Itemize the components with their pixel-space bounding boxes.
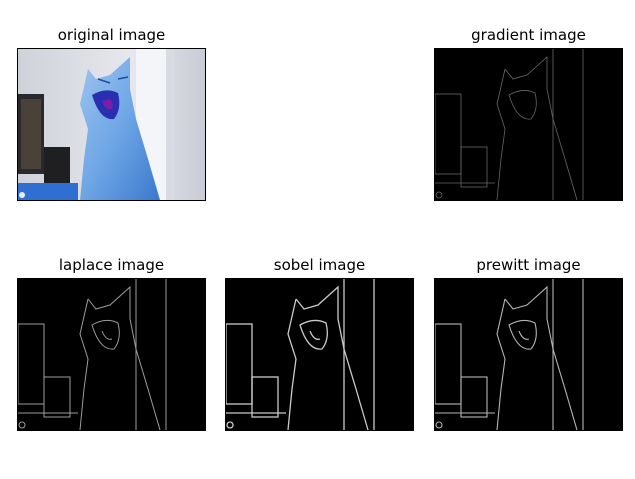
prewitt-image bbox=[434, 278, 623, 431]
panel-laplace: laplace image bbox=[17, 256, 206, 432]
original-image bbox=[17, 48, 206, 201]
panel-original: original image bbox=[17, 26, 206, 202]
panel-title: prewitt image bbox=[476, 256, 581, 274]
panel-title: gradient image bbox=[471, 26, 586, 44]
panel-title: laplace image bbox=[58, 256, 165, 274]
panel-prewitt: prewitt image bbox=[434, 256, 623, 432]
sobel-image bbox=[225, 278, 414, 431]
gradient-image bbox=[434, 48, 623, 201]
panel-title: sobel image bbox=[273, 256, 366, 274]
panel-gradient: gradient image bbox=[434, 26, 623, 202]
panel-sobel: sobel image bbox=[225, 256, 414, 432]
laplace-image bbox=[17, 278, 206, 431]
panel-title: original image bbox=[57, 26, 166, 44]
